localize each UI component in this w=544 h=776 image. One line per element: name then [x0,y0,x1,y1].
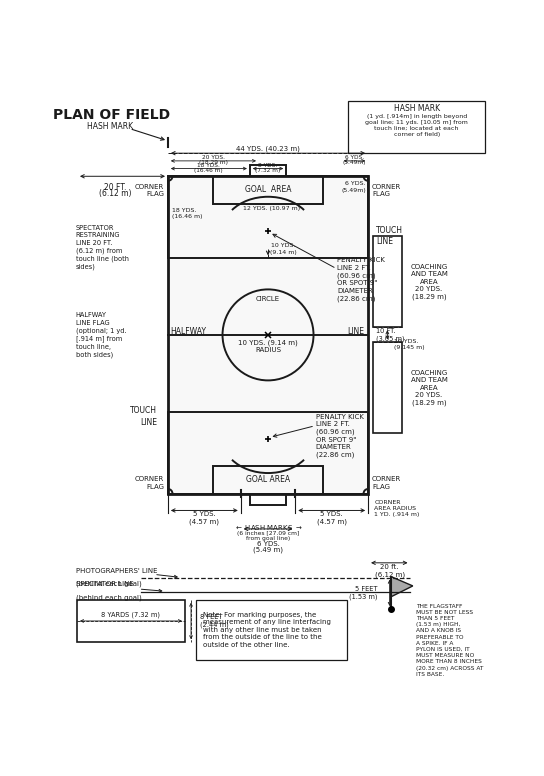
Text: 6 YDS.
(5.49m): 6 YDS. (5.49m) [341,182,366,192]
Text: 10 YDS. (9.14 m): 10 YDS. (9.14 m) [238,339,298,346]
Bar [250,494,286,505]
Text: $\leftarrow$ HASH MARKS $\rightarrow$: $\leftarrow$ HASH MARKS $\rightarrow$ [234,523,302,532]
Text: THE FLAGSTAFF
MUST BE NOT LESS
THAN 5 FEET
(1.53 m) HIGH,
AND A KNOB IS
PREFERAB: THE FLAGSTAFF MUST BE NOT LESS THAN 5 FE… [416,604,483,677]
Text: (6.12 m): (6.12 m) [100,189,132,199]
Bar [168,176,368,494]
Text: 18 YDS.: 18 YDS. [197,163,220,168]
Text: (behind each goal): (behind each goal) [76,580,141,587]
Text: CORNER
FLAG: CORNER FLAG [135,184,164,197]
Text: corner of field): corner of field) [393,132,440,137]
Text: CORNER
FLAG: CORNER FLAG [372,476,401,490]
Text: 6 YDS.: 6 YDS. [257,542,280,547]
Text: HALFWAY
LINE FLAG
(optional; 1 yd.
[.914 m] from
touch line,
both sides): HALFWAY LINE FLAG (optional; 1 yd. [.914… [76,312,126,358]
Bar [373,237,402,327]
Polygon shape [391,577,413,597]
Text: TOUCH
LINE: TOUCH LINE [130,407,157,427]
Bar [168,411,368,494]
Text: (6 inches [27.09 cm]: (6 inches [27.09 cm] [237,531,299,536]
Text: (5.49m): (5.49m) [343,160,366,165]
Bar [77,600,185,642]
Text: HASH MARK: HASH MARK [87,122,133,130]
Text: (5.49 m): (5.49 m) [253,546,283,553]
Text: PENALTY KICK
LINE 2 FT.
(60.96 cm)
OR SPOT 9"
DIAMETER
(22.86 cm): PENALTY KICK LINE 2 FT. (60.96 cm) OR SP… [316,414,363,458]
Text: 20 FT.: 20 FT. [104,182,127,192]
Text: 8 YARDS (7.32 m): 8 YARDS (7.32 m) [102,611,160,618]
Bar [373,342,402,434]
Text: PENALTY KICK
LINE 2 FT.
(60.96 cm)
OR SPOT 9"
DIAMETER
(22.86 cm): PENALTY KICK LINE 2 FT. (60.96 cm) OR SP… [337,257,385,302]
Text: LINE: LINE [347,327,364,336]
Text: CIRCLE: CIRCLE [256,296,280,302]
Text: CORNER
FLAG: CORNER FLAG [135,476,164,490]
Text: HALFWAY: HALFWAY [170,327,206,336]
Text: 18 YDS.
(16.46 m): 18 YDS. (16.46 m) [172,207,202,219]
Text: 10 YDS.
(9.145 m): 10 YDS. (9.145 m) [394,338,425,350]
Text: HASH MARK: HASH MARK [393,104,440,113]
Text: RADIUS: RADIUS [255,348,281,353]
Text: 6 YDS.: 6 YDS. [345,154,364,160]
Text: COACHING
AND TEAM
AREA
20 YDS.
(18.29 m): COACHING AND TEAM AREA 20 YDS. (18.29 m) [410,369,448,406]
Text: COACHING
AND TEAM
AREA
20 YDS.
(18.29 m): COACHING AND TEAM AREA 20 YDS. (18.29 m) [410,264,448,300]
Text: CORNER
FLAG: CORNER FLAG [372,184,401,197]
Text: Note: For marking purposes, the
measurement of any line interfacing
with any oth: Note: For marking purposes, the measurem… [202,611,330,648]
Text: GOAL  AREA: GOAL AREA [245,185,291,195]
Text: 5 FEET
(1.53 m): 5 FEET (1.53 m) [349,586,378,600]
Text: 5 YDS.
(4.57 m): 5 YDS. (4.57 m) [317,511,347,525]
Text: CORNER
AREA RADIUS
1 YD. (.914 m): CORNER AREA RADIUS 1 YD. (.914 m) [374,500,419,517]
Text: 20 ft.
(6.12 m): 20 ft. (6.12 m) [375,563,405,577]
Bar [250,165,286,176]
Text: 20 YDS.: 20 YDS. [202,154,225,160]
Text: touch line; located at each: touch line; located at each [374,126,459,131]
Bar [196,600,347,660]
Bar [213,466,323,494]
Bar [168,176,368,258]
Text: SPECTATOR
RESTRAINING
LINE 20 FT.
(6.12 m) from
touch line (both
sides): SPECTATOR RESTRAINING LINE 20 FT. (6.12 … [76,224,128,269]
Text: PLAN OF FIELD: PLAN OF FIELD [53,108,170,122]
Text: TOUCH
LINE: TOUCH LINE [376,226,403,246]
Text: SPECTATOR LINE: SPECTATOR LINE [76,581,133,587]
Text: (behind each goal): (behind each goal) [76,594,141,601]
Text: 10 FT.
(3.05 m): 10 FT. (3.05 m) [376,328,404,342]
Text: (1 yd. [.914m] in length beyond: (1 yd. [.914m] in length beyond [367,114,467,119]
Text: 12 YDS. (10.97 m): 12 YDS. (10.97 m) [243,206,300,211]
Text: goal line; 11 yds. [10.05 m] from: goal line; 11 yds. [10.05 m] from [365,120,468,125]
Text: 10 YDS.
(9.14 m): 10 YDS. (9.14 m) [270,244,297,255]
Text: (18.29 m): (18.29 m) [199,160,228,165]
Text: 8 YDS.: 8 YDS. [258,163,277,168]
Text: (7.32 m): (7.32 m) [255,168,281,173]
Text: PHOTOGRAPHERS' LINE: PHOTOGRAPHERS' LINE [76,567,157,573]
Text: (16.46 m): (16.46 m) [195,168,223,173]
Bar [348,101,485,153]
Text: GOAL AREA: GOAL AREA [246,476,290,484]
Text: from goal line): from goal line) [246,536,290,542]
Text: 44 YDS. (40.23 m): 44 YDS. (40.23 m) [236,145,300,152]
Bar [213,176,323,203]
Text: 8 FEET
(2.44 m): 8 FEET (2.44 m) [200,614,229,628]
Text: 5 YDS.
(4.57 m): 5 YDS. (4.57 m) [189,511,219,525]
